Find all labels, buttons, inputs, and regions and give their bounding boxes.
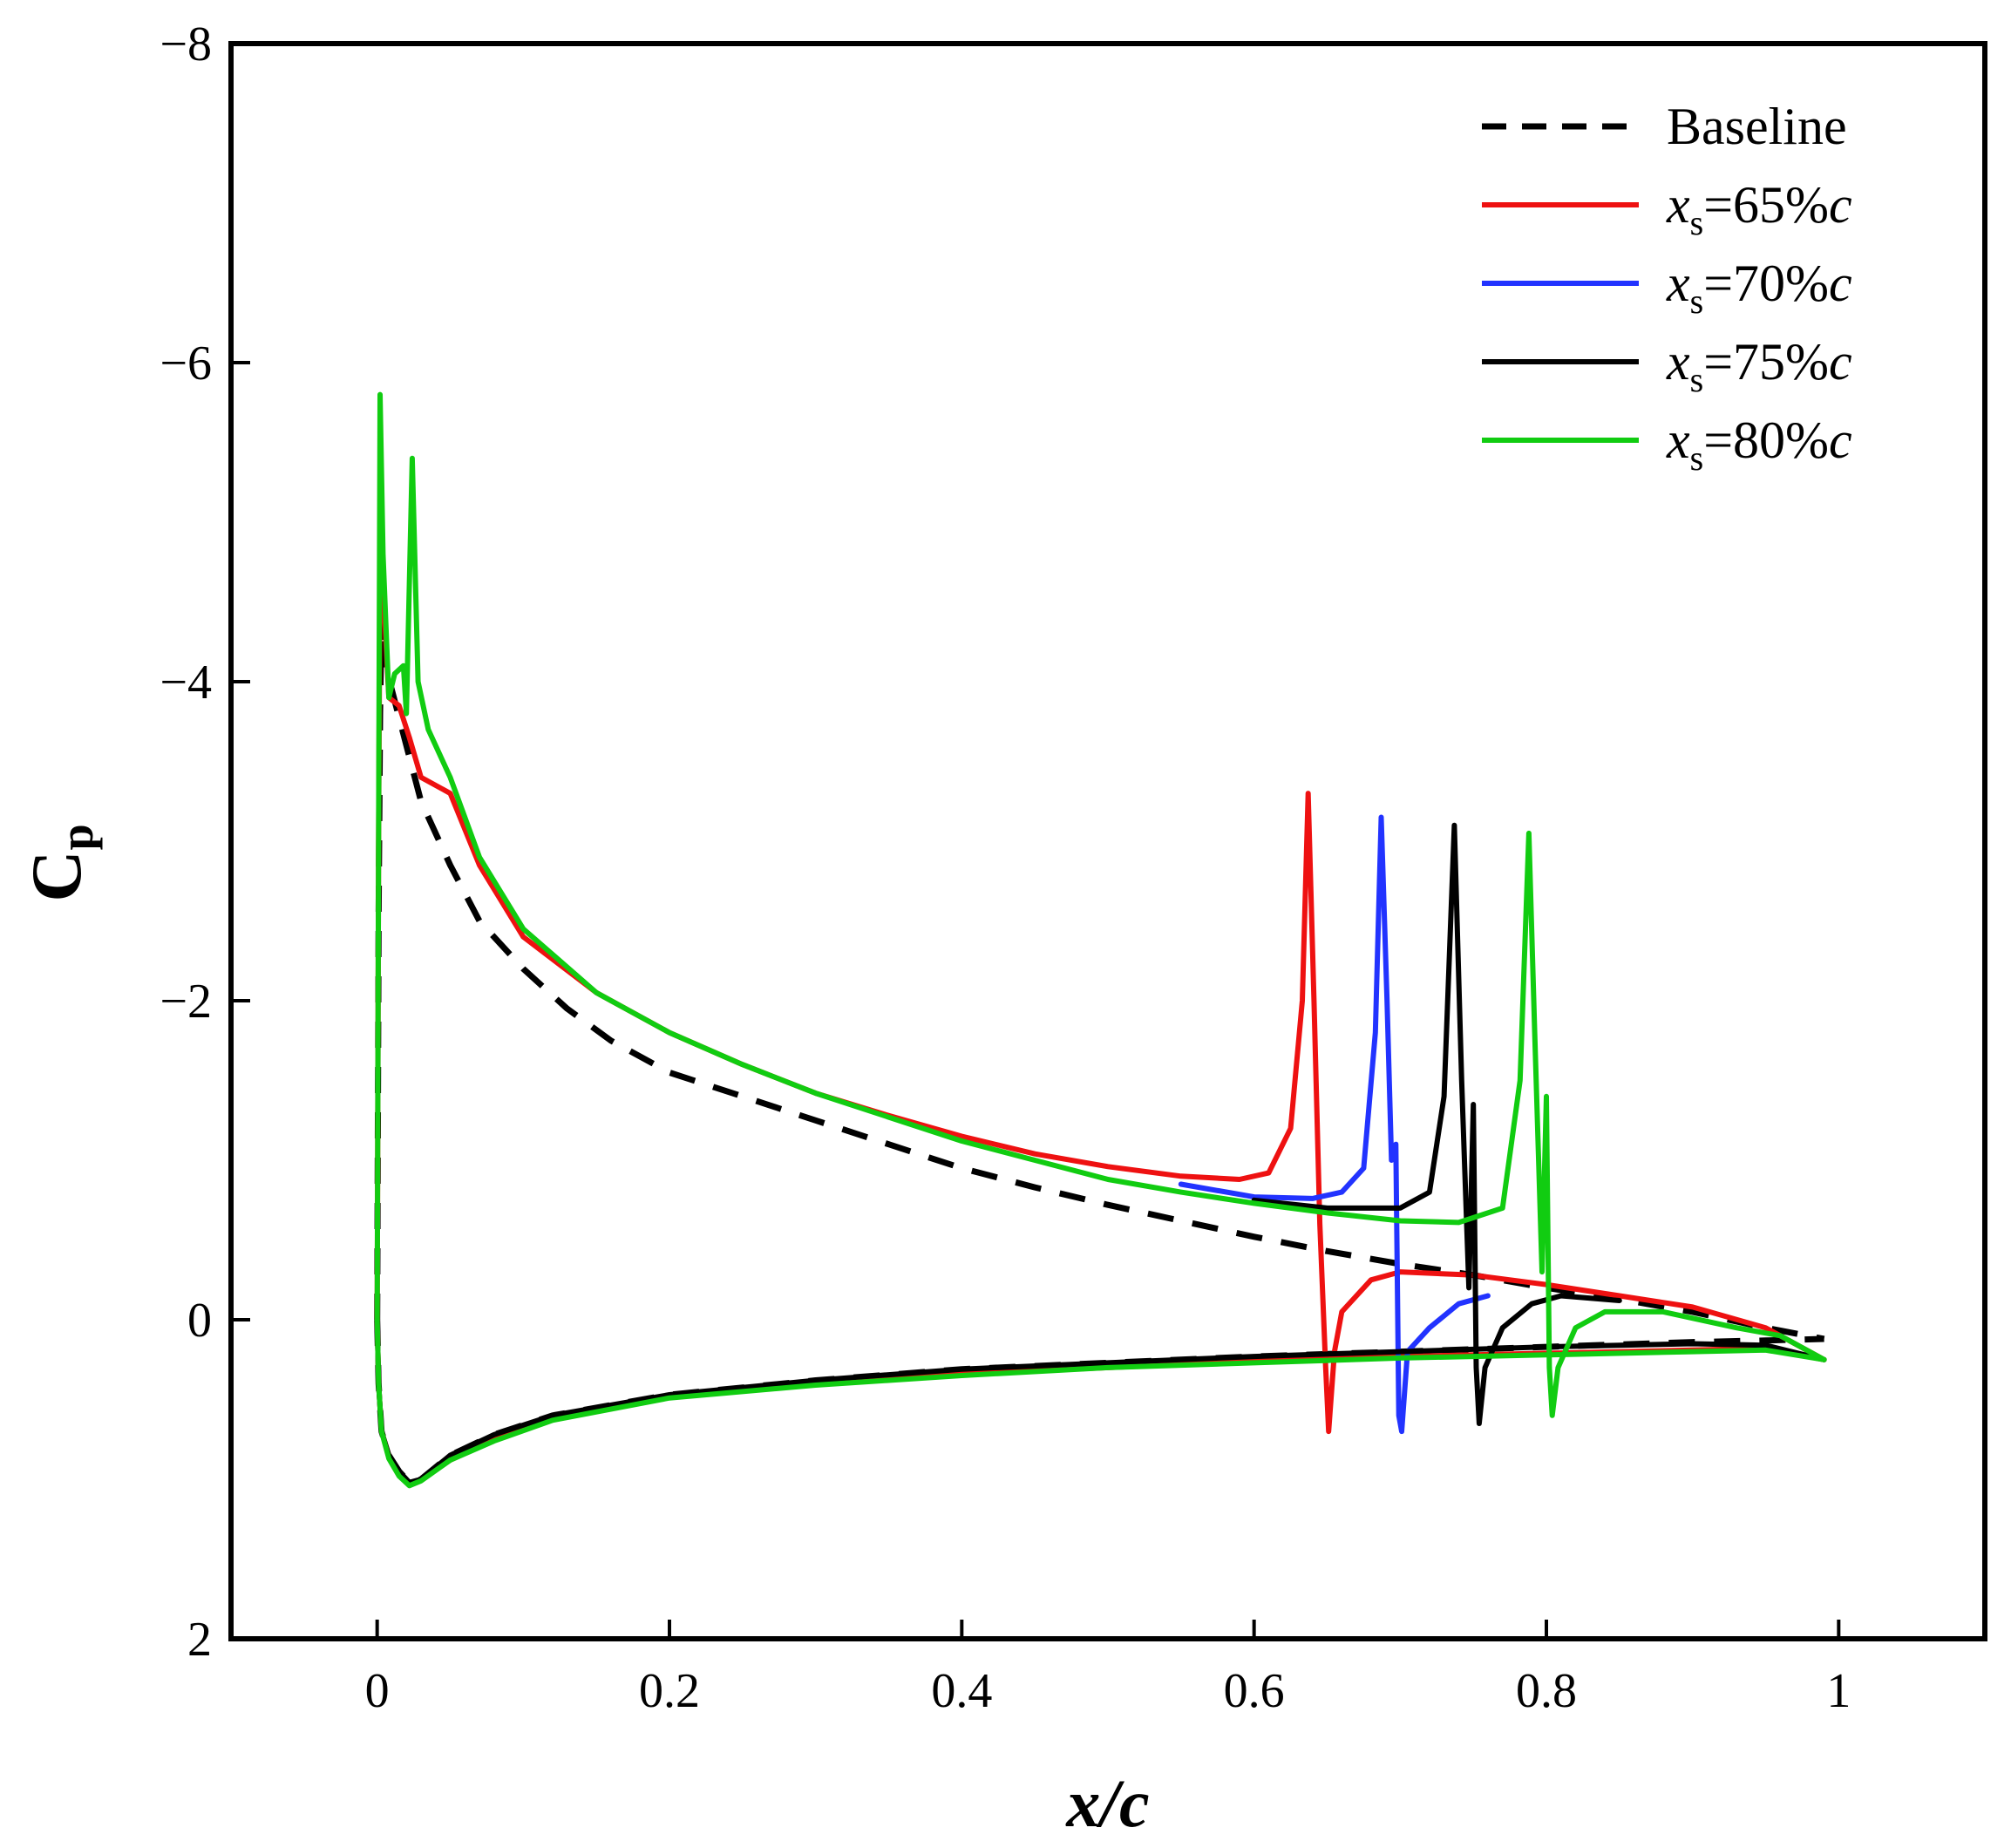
series-xs-75-c-upper-line <box>1251 822 1622 1426</box>
legend-label-unit: c <box>1829 411 1852 469</box>
plot-frame <box>228 41 1987 1641</box>
x-tick-label: 1 <box>1826 1664 1851 1718</box>
legend-label-value: =75% <box>1703 333 1829 391</box>
legend-label: xs=70%c <box>1666 255 1852 321</box>
legend-label-sub: s <box>1690 360 1704 399</box>
y-axis-title: Cp <box>17 824 103 901</box>
legend-label-value: =65% <box>1703 176 1829 234</box>
legend-label-unit: c <box>1829 255 1852 312</box>
legend-label-sub: s <box>1690 203 1704 242</box>
legend-label: xs=65%c <box>1666 176 1852 242</box>
x-tick-label: 0.6 <box>1224 1664 1285 1718</box>
y-axis-title-sub: p <box>51 824 103 850</box>
series-xs-70-c-upper-line <box>1178 814 1491 1435</box>
legend-label-value: =80% <box>1703 411 1829 469</box>
series-xs-80-c-upper-line <box>374 391 1827 1418</box>
legend-label-var: x <box>1666 176 1690 234</box>
y-tick-label: −2 <box>160 975 212 1029</box>
series-xs-65-c-upper-line <box>374 551 1827 1435</box>
y-tick-label: −8 <box>160 17 212 71</box>
y-tick-label: −4 <box>160 656 212 710</box>
ticks-layer: 0 0.2 0.4 0.6 0.8 1 −8 −6 −4 −2 0 2 <box>160 17 1851 1718</box>
y-tick-label: 0 <box>187 1294 212 1348</box>
y-tick-label: 2 <box>187 1613 212 1667</box>
x-tick-label: 0 <box>365 1664 390 1718</box>
series-xs-80-c-lower-line <box>374 1317 1827 1489</box>
y-axis-title-main: C <box>17 850 96 901</box>
x-tick-label: 0.4 <box>931 1664 992 1718</box>
legend-label-unit: c <box>1829 333 1852 391</box>
series-baseline-upper-line <box>374 615 1825 1342</box>
series-xs-75-c-lower-line <box>374 1317 1827 1485</box>
x-tick-label: 0.2 <box>639 1664 700 1718</box>
legend-label-unit: c <box>1829 176 1852 234</box>
x-tick-label: 0.8 <box>1516 1664 1577 1718</box>
y-tick-label: −6 <box>160 336 212 391</box>
legend-label: xs=75%c <box>1666 333 1852 399</box>
series-layer <box>374 391 1827 1489</box>
legend-label-sub: s <box>1690 282 1704 321</box>
legend-label: Baseline <box>1667 98 1847 155</box>
x-axis-title: x/c <box>1065 1765 1149 1841</box>
legend-label-sub: s <box>1690 438 1704 478</box>
legend-label-var: x <box>1666 255 1690 312</box>
legend-label: xs=80%c <box>1666 411 1852 478</box>
legend-label-var: x <box>1666 411 1690 469</box>
legend-label-value: =70% <box>1703 255 1829 312</box>
legend-label-var: x <box>1666 333 1690 391</box>
